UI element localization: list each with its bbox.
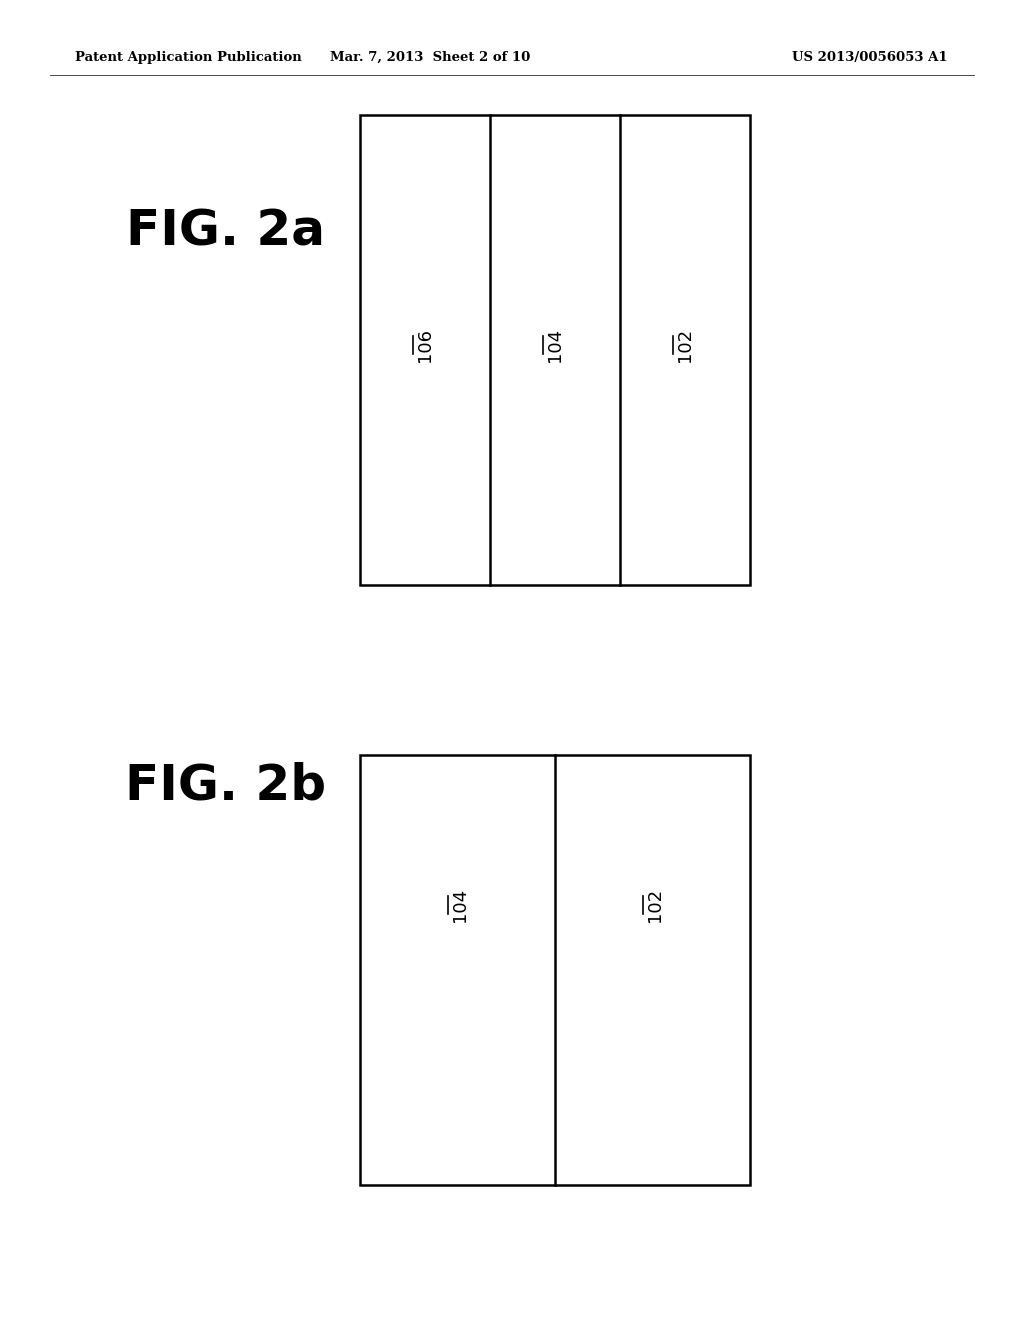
Text: 102: 102	[646, 888, 664, 923]
Text: 106: 106	[416, 327, 434, 362]
Text: US 2013/0056053 A1: US 2013/0056053 A1	[793, 50, 948, 63]
Text: Patent Application Publication: Patent Application Publication	[75, 50, 302, 63]
Text: FIG. 2b: FIG. 2b	[125, 762, 326, 809]
Text: 104: 104	[451, 888, 469, 923]
Text: 102: 102	[676, 327, 694, 362]
Text: 104: 104	[546, 327, 564, 362]
Bar	[360, 115, 750, 585]
Text: Mar. 7, 2013  Sheet 2 of 10: Mar. 7, 2013 Sheet 2 of 10	[330, 50, 530, 63]
Bar	[360, 755, 750, 1185]
Text: FIG. 2a: FIG. 2a	[126, 207, 325, 255]
